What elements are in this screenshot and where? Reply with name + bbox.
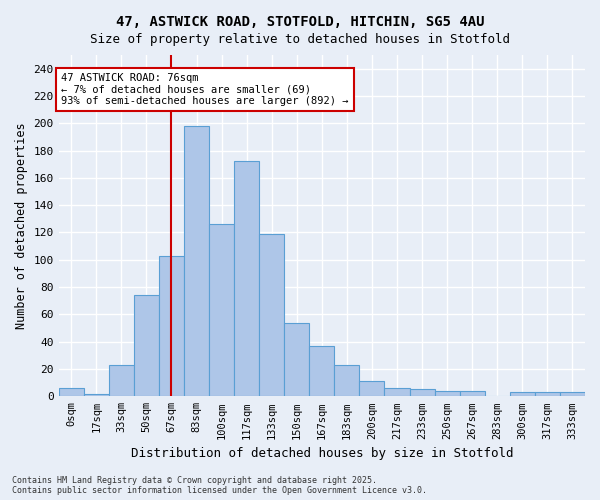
Bar [134, 296, 159, 396]
Bar [535, 392, 560, 396]
Bar [310, 346, 334, 397]
Y-axis label: Number of detached properties: Number of detached properties [15, 122, 28, 329]
Text: 47 ASTWICK ROAD: 76sqm
← 7% of detached houses are smaller (69)
93% of semi-deta: 47 ASTWICK ROAD: 76sqm ← 7% of detached … [61, 72, 349, 106]
Text: Contains HM Land Registry data © Crown copyright and database right 2025.
Contai: Contains HM Land Registry data © Crown c… [12, 476, 427, 495]
Bar [184, 126, 209, 396]
Bar [284, 322, 310, 396]
Bar [159, 256, 184, 396]
Text: Size of property relative to detached houses in Stotfold: Size of property relative to detached ho… [90, 32, 510, 46]
Bar [234, 162, 259, 396]
Bar [560, 392, 585, 396]
Bar [59, 388, 84, 396]
Text: 47, ASTWICK ROAD, STOTFOLD, HITCHIN, SG5 4AU: 47, ASTWICK ROAD, STOTFOLD, HITCHIN, SG5… [116, 15, 484, 29]
Bar [359, 382, 385, 396]
Bar [209, 224, 234, 396]
Bar [434, 391, 460, 396]
Bar [84, 394, 109, 396]
X-axis label: Distribution of detached houses by size in Stotfold: Distribution of detached houses by size … [131, 447, 513, 460]
Bar [410, 390, 434, 396]
Bar [460, 391, 485, 396]
Bar [259, 234, 284, 396]
Bar [334, 365, 359, 396]
Bar [385, 388, 410, 396]
Bar [109, 365, 134, 396]
Bar [510, 392, 535, 396]
